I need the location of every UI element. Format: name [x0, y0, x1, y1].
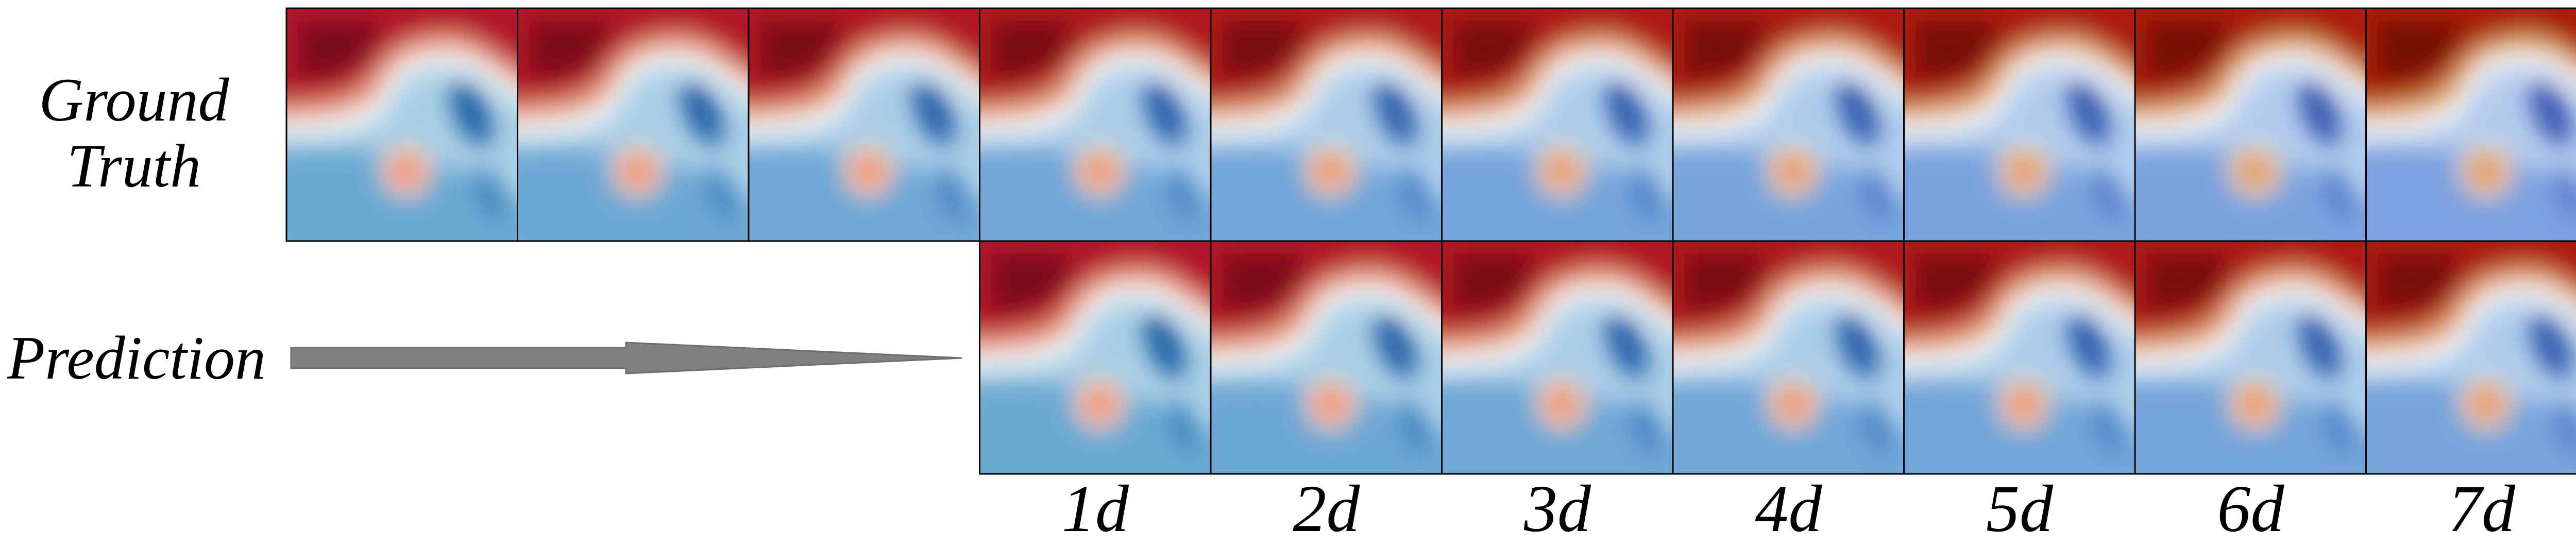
heatmap-panel	[1188, 0, 1465, 263]
heatmap-panel	[2343, 219, 2576, 496]
row-label: Prediction	[0, 325, 273, 391]
time-label: 1d	[980, 473, 1211, 545]
heatmap-panel	[1650, 219, 1927, 496]
heatmap-panel	[957, 219, 1234, 496]
heatmap-panel	[1419, 219, 1696, 496]
heatmap-panel	[2112, 0, 2389, 263]
heatmap-panel	[725, 0, 1003, 263]
heatmap-panel	[1650, 0, 1927, 263]
time-label: 4d	[1673, 473, 1904, 545]
heatmap-panel	[1881, 0, 2158, 263]
time-label: 6d	[2135, 473, 2366, 545]
time-label: 7d	[2366, 473, 2576, 545]
time-label: 5d	[1904, 473, 2136, 545]
heatmap-panel	[263, 0, 540, 263]
heatmap-panel	[1188, 219, 1465, 496]
time-label: 2d	[1211, 473, 1442, 545]
heatmap-panel	[1881, 219, 2158, 496]
heatmap-panel	[957, 0, 1234, 263]
heatmap-panel	[2343, 0, 2576, 263]
time-label: 3d	[1442, 473, 1673, 545]
heatmap-panel	[1419, 0, 1696, 263]
heatmap-panel	[2112, 219, 2389, 496]
row-label: Ground Truth	[21, 67, 247, 199]
arrow	[291, 343, 962, 373]
heatmap-panel	[495, 0, 772, 263]
